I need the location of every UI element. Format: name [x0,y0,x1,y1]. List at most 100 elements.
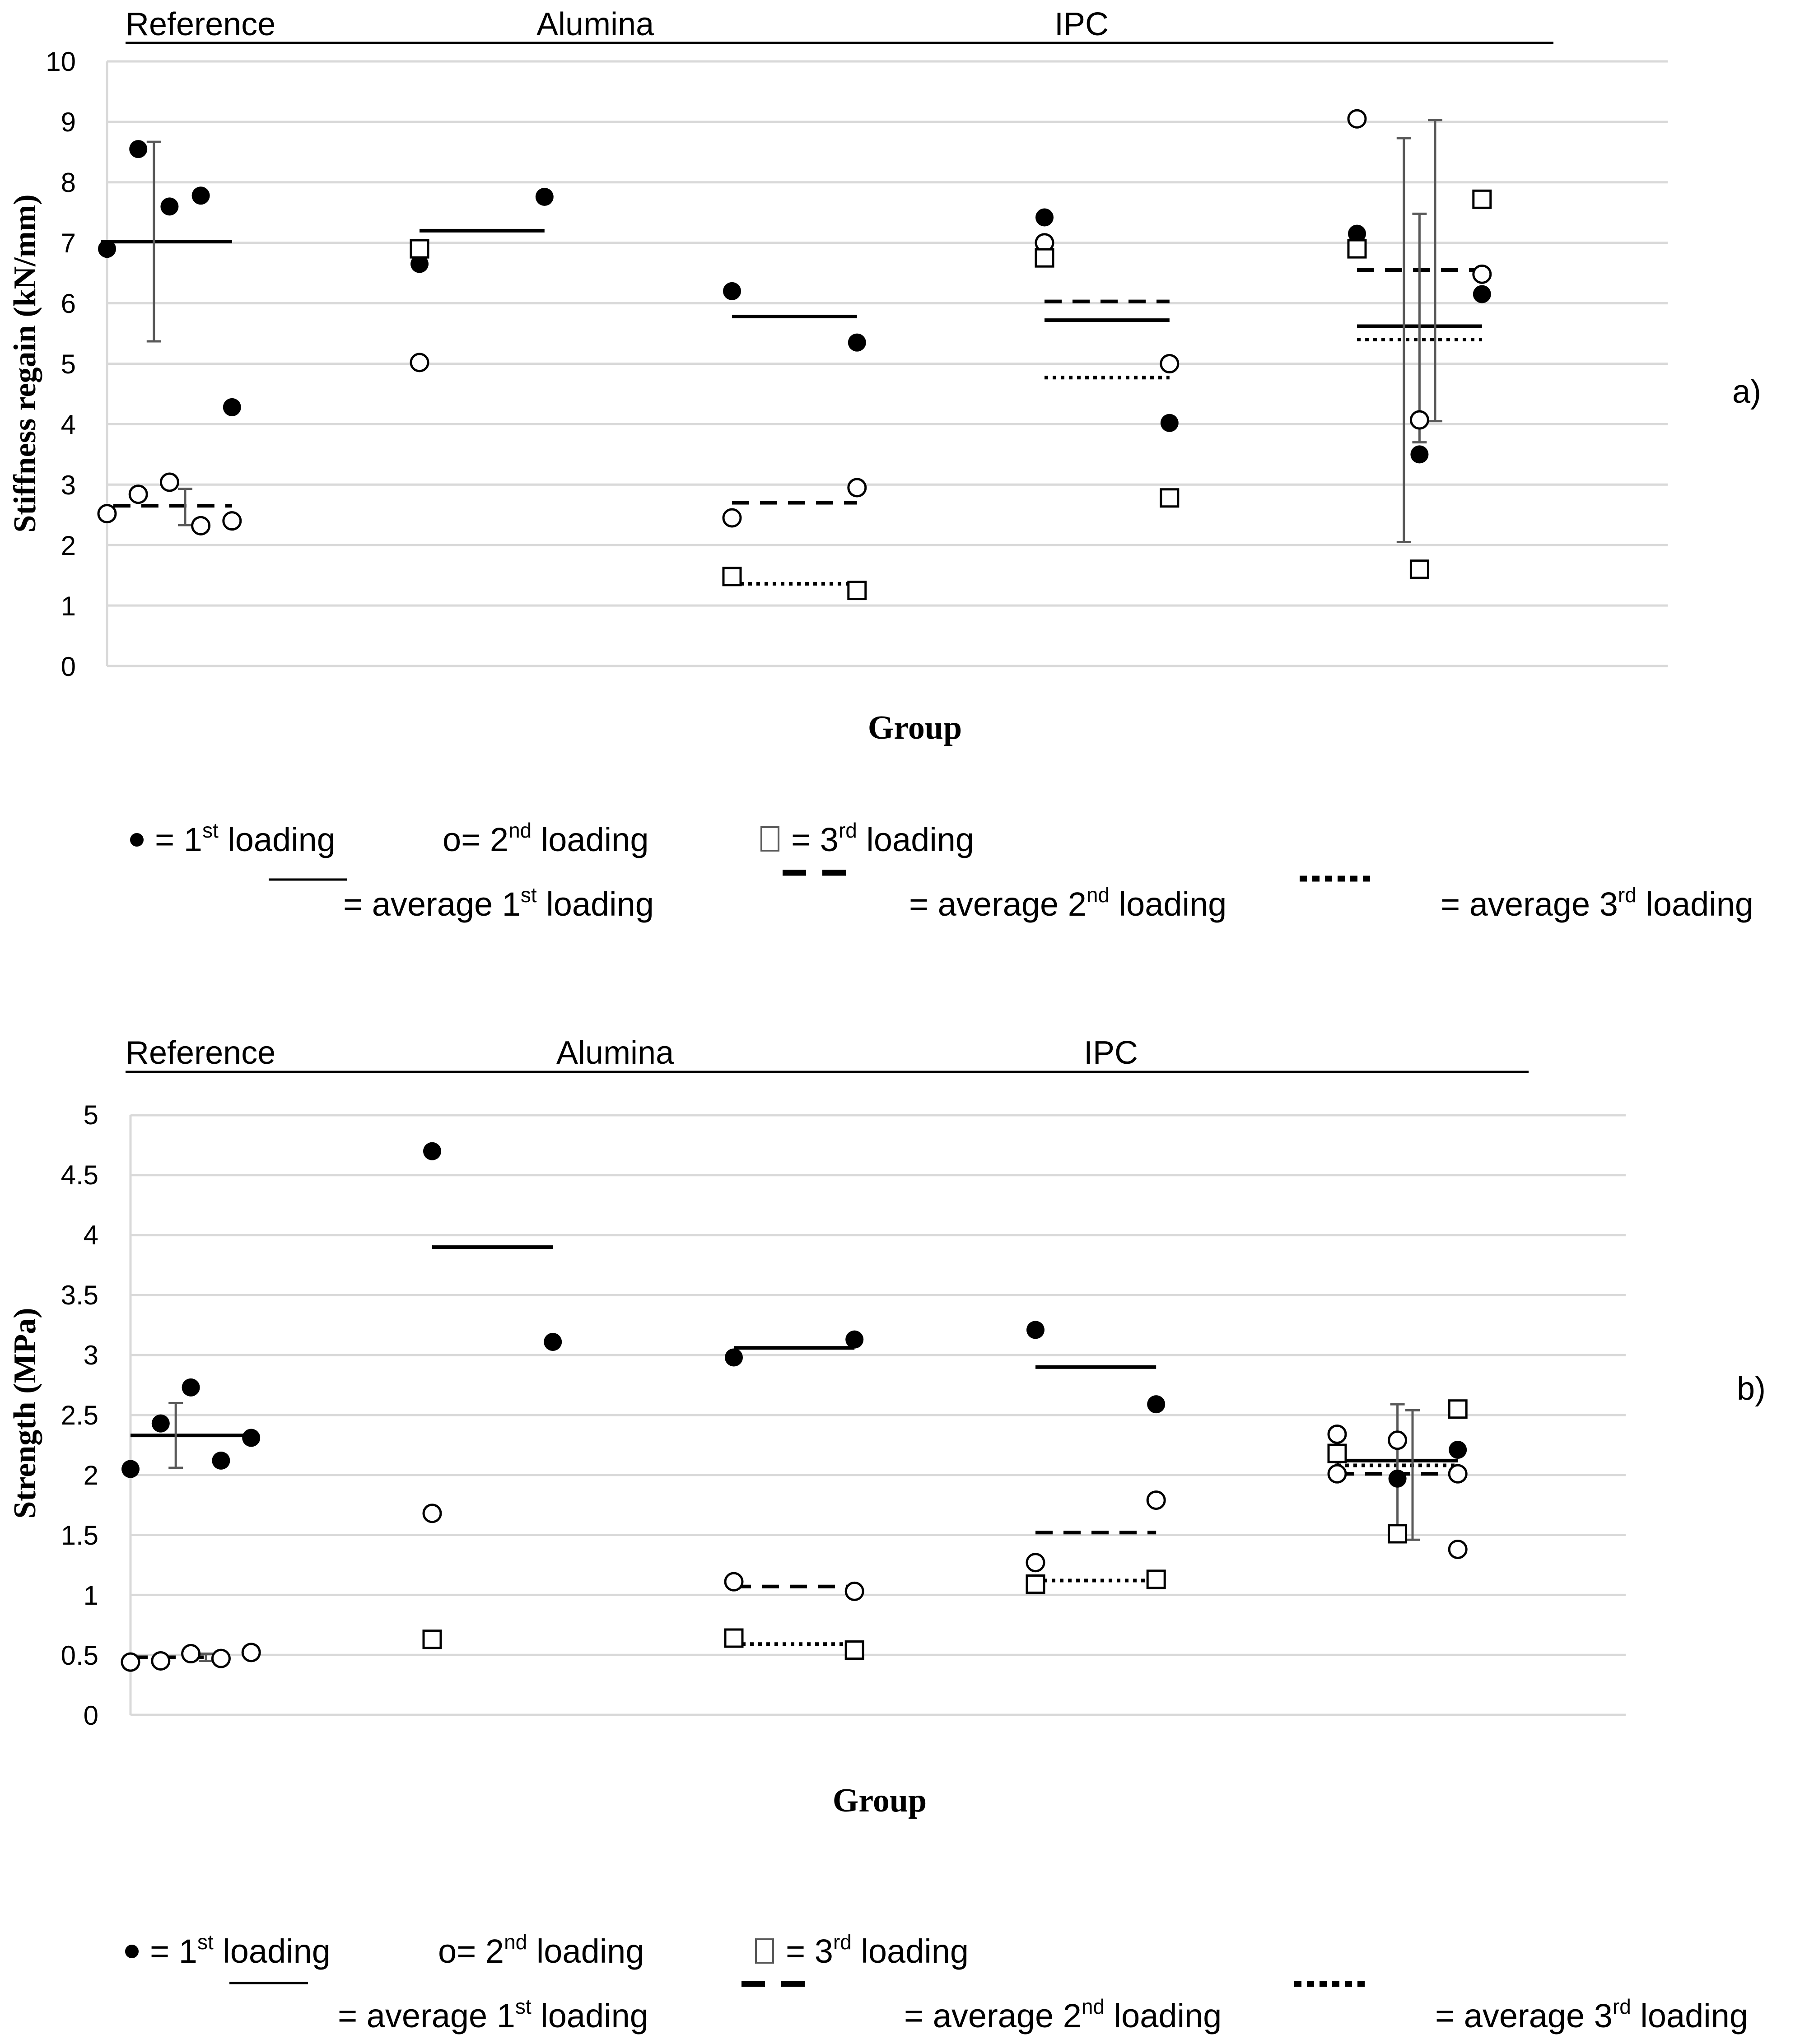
panel-a-point-open-square-6 [1409,559,1429,579]
panel-b-point-open-circle-12 [1388,1430,1408,1450]
panel-b-y-tick-7: 3.5 [61,1280,98,1310]
panel-b-point-open-square-6 [1388,1524,1408,1544]
panel-a-point-open-circle-1 [128,484,148,504]
panel-a-x-axis-title: Group [868,709,962,746]
panel-a-point-open-circle-6 [722,508,742,528]
legend-b-1st-label: = 1st loading [150,1930,331,1970]
panel-b-point-open-circle-3 [211,1648,231,1668]
panel-a-point-filled-circle-12 [1410,445,1429,464]
panel-a-point-open-square-4 [1160,488,1180,508]
legend-a-2nd-label: o= 2nd loading [443,819,649,858]
panel-a-y-tick-labels: 0 1 2 3 4 5 6 7 8 9 10 [46,47,76,682]
panel-b-point-filled-circle-9 [1026,1321,1045,1339]
panel-b-error-bar-0 [168,1401,183,1469]
panel-a-point-open-circle-4 [222,511,242,531]
panel-b-point-filled-circle-13 [1449,1441,1467,1459]
panel-b-point-filled-circle-10 [1147,1395,1166,1414]
legend-b-open-square-icon [755,1938,774,1964]
panel-b-point-filled-circle-2 [182,1378,200,1397]
legend-b-avg-1st-label: = average 1st loading [338,1995,648,2035]
panel-b-y-tick-3: 1.5 [61,1520,98,1550]
legend-b-avg-3rd-label: = average 3rd loading [1435,1995,1748,2035]
panel-a-y-tick-2: 2 [61,531,76,561]
panel-a-points [97,109,1492,601]
panel-b-point-open-circle-11 [1327,1464,1347,1484]
legend-b-3rd-label: = 3rd loading [786,1930,969,1970]
legend-a-avg-2nd-label: = average 2nd loading [909,883,1226,923]
panel-a-point-filled-circle-6 [535,187,554,206]
panel-a-group-label-ipc: IPC [1054,6,1109,42]
panel-b-point-filled-circle-0 [121,1460,140,1478]
panel-b-point-open-circle-9 [1146,1490,1166,1510]
panel-a-point-filled-circle-3 [191,186,210,205]
panel-b-point-open-circle-4 [241,1643,261,1662]
panel-b-y-tick-0: 0 [84,1700,98,1731]
panel-a-point-open-square-5 [1347,239,1367,259]
panel-b-error-bar-1 [199,1653,213,1662]
panel-b-point-filled-circle-1 [151,1414,170,1433]
panel-a-error-bar-1 [178,488,192,526]
panel-b-point-open-square-3 [1026,1574,1045,1594]
panel-b-legend: = 1st loading o= 2nd loading = 3rd loadi… [125,1930,1748,2035]
panel-a-error-bars [146,119,1442,544]
panel-b-y-axis-title: Strength (MPa) [8,1308,42,1518]
panel-b-point-open-square-4 [1146,1569,1166,1589]
legend-a-avg-3rd-label: = average 3rd loading [1441,883,1753,923]
panel-a-point-open-square-3 [1035,248,1054,268]
panel-a-point-open-circle-12 [1472,264,1492,284]
panel-b-group-label-ipc: IPC [1084,1035,1138,1071]
panel-b-point-open-circle-13 [1448,1464,1468,1484]
panel-b-point-open-circle-8 [1026,1553,1045,1573]
panel-a-label: a) [1732,374,1761,410]
panel-a-point-filled-circle-4 [223,398,241,416]
panel-a-y-tick-0: 0 [61,652,76,682]
panel-a-group-label-reference: Reference [126,6,275,42]
legend-a-filled-circle-icon [130,833,144,847]
panel-a-point-open-circle-2 [159,472,179,492]
panel-a-point-filled-circle-1 [129,140,148,158]
panel-a-group-label-alumina: Alumina [536,6,654,42]
panel-a: Reference Alumina IPC 0 1 2 3 4 5 6 7 8 … [8,6,1761,923]
panel-a-point-open-square-7 [1472,189,1492,209]
panel-a-point-filled-circle-9 [1035,208,1054,227]
legend-b-filled-circle-icon [125,1945,139,1958]
panel-b-point-open-circle-14 [1448,1539,1468,1559]
panel-b-x-axis-title: Group [833,1782,927,1819]
panel-a-point-open-circle-0 [97,504,117,524]
panel-b-point-open-circle-10 [1327,1424,1347,1444]
panel-a-y-tick-8: 8 [61,168,76,198]
panel-b-point-open-circle-2 [181,1644,201,1664]
panel-b-gridlines [131,1114,1626,1716]
panel-a-point-filled-circle-8 [848,333,866,352]
panel-a-average-lines [101,228,1482,586]
panel-a-point-filled-circle-13 [1473,285,1491,303]
panel-b-error-bar-3 [1405,1409,1420,1541]
panel-b-point-open-circle-5 [422,1504,442,1523]
panel-b-point-open-square-2 [844,1640,864,1660]
panel-a-point-filled-circle-2 [160,197,179,216]
panel-a-y-tick-5: 5 [61,349,76,379]
legend-b-2nd-label: o= 2nd loading [438,1930,644,1970]
panel-b-point-open-square-1 [724,1628,744,1648]
panel-a-y-tick-6: 6 [61,289,76,319]
panel-a-error-bar-0 [146,140,161,343]
panel-b-point-open-circle-0 [121,1652,140,1672]
panel-b-point-open-square-5 [1327,1443,1347,1463]
panel-a-y-tick-4: 4 [61,410,76,440]
panel-b-group-label-alumina: Alumina [556,1035,674,1071]
panel-a-point-open-circle-9 [1160,354,1180,373]
panel-a-point-filled-circle-11 [1348,224,1366,243]
panel-b-point-open-square-7 [1448,1399,1468,1419]
panel-b-y-tick-10: 5 [84,1100,98,1130]
panel-b-point-filled-circle-12 [1388,1469,1407,1488]
panel-a-y-tick-1: 1 [61,591,76,621]
panel-b-point-filled-circle-3 [212,1451,230,1470]
panel-a-point-open-square-0 [410,239,429,259]
panel-b-point-filled-circle-7 [725,1348,743,1367]
panel-b-y-tick-2: 1 [84,1580,98,1611]
panel-b-y-tick-labels: 0 0.5 1 1.5 2 2.5 3 3.5 4 4.5 5 [61,1100,98,1731]
panel-a-y-tick-10: 10 [46,47,76,77]
panel-a-point-open-circle-11 [1409,410,1429,430]
panel-b-points [121,1142,1468,1672]
